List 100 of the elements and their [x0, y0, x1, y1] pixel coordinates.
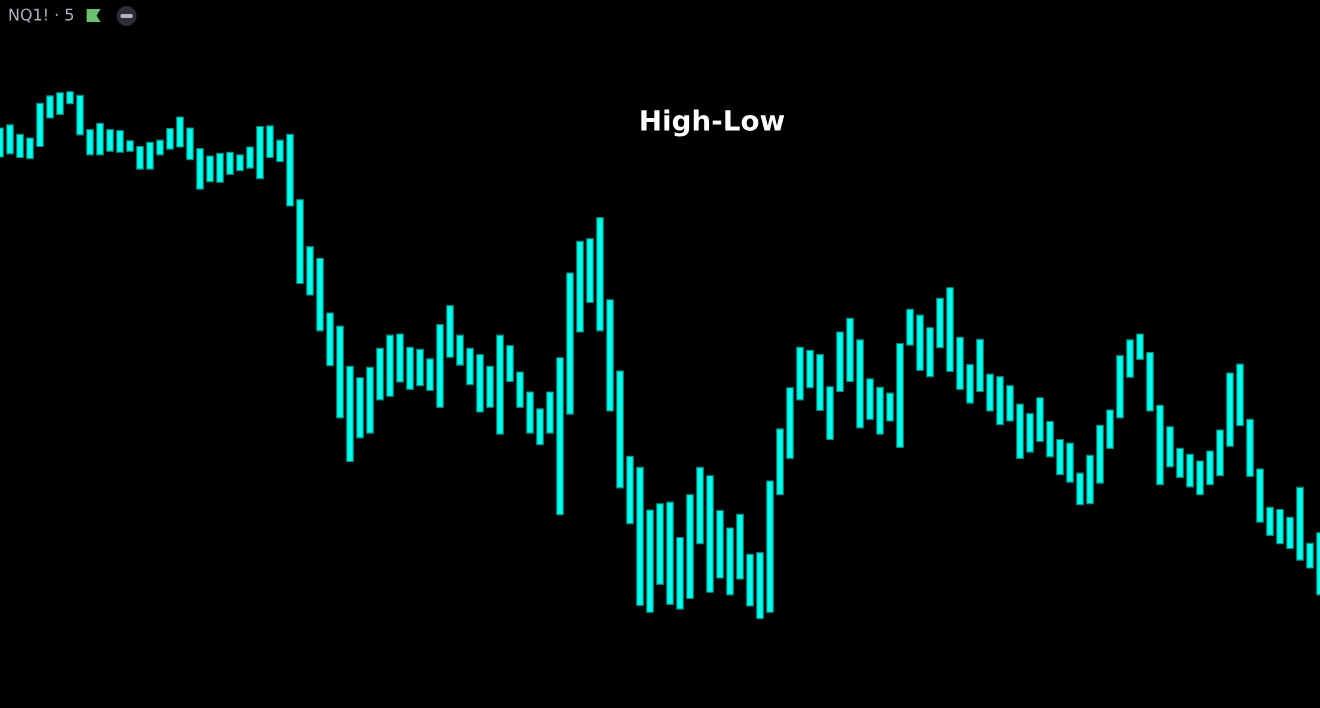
candlestick	[216, 152, 224, 183]
candlestick	[626, 455, 634, 525]
candlestick	[666, 501, 674, 605]
candlestick	[726, 527, 734, 596]
candlestick	[976, 338, 984, 393]
candlestick	[526, 391, 534, 434]
candlestick	[836, 331, 844, 393]
candlestick	[736, 513, 744, 580]
candlestick	[486, 365, 494, 408]
candlestick	[886, 392, 894, 422]
candlestick	[916, 314, 924, 371]
candlestick	[386, 334, 394, 397]
candlestick	[266, 125, 274, 159]
candlestick	[516, 371, 524, 408]
candlestick	[366, 366, 374, 434]
candlestick	[856, 339, 864, 429]
candlestick	[446, 305, 454, 358]
candlestick	[286, 133, 294, 207]
candlestick	[586, 238, 594, 303]
candlestick	[1096, 424, 1104, 484]
candlestick	[376, 347, 384, 401]
candlestick	[236, 154, 244, 172]
candlestick	[156, 139, 164, 156]
candlestick	[786, 387, 794, 459]
candlestick	[986, 373, 994, 412]
candlestick	[546, 391, 554, 434]
candlestick	[56, 92, 64, 115]
candlestick	[936, 297, 944, 349]
candlestick	[36, 102, 44, 148]
candlestick	[106, 129, 114, 152]
candlestick	[1156, 404, 1164, 486]
candlestick	[646, 509, 654, 613]
candlestick	[616, 370, 624, 489]
candlestick	[686, 494, 694, 600]
candlestick	[596, 217, 604, 332]
candlestick	[346, 365, 354, 463]
candlestick	[306, 246, 314, 296]
candlestick	[566, 272, 574, 415]
candlestick	[196, 148, 204, 190]
candlestick	[956, 336, 964, 390]
candlestick	[906, 308, 914, 346]
candlestick	[1186, 453, 1194, 488]
candlestick	[466, 347, 474, 386]
candlestick	[126, 140, 134, 152]
candlestick	[606, 299, 614, 412]
candlestick	[776, 428, 784, 496]
candlestick	[1106, 409, 1114, 449]
candlestick	[1286, 516, 1294, 550]
candlestick	[1306, 542, 1314, 569]
candlestick	[396, 333, 404, 383]
candlestick	[806, 349, 814, 389]
candlestick	[656, 503, 664, 585]
candlestick	[506, 345, 514, 383]
candlestick	[1086, 454, 1094, 505]
candlestick	[1056, 438, 1064, 476]
candlestick	[76, 94, 84, 136]
candlestick	[926, 327, 934, 378]
candlestick	[576, 240, 584, 333]
candlestick	[1066, 442, 1074, 483]
candlestick	[66, 91, 74, 105]
candlestick	[996, 376, 1004, 426]
candlestick	[86, 129, 94, 156]
candlestick	[876, 386, 884, 435]
candlestick	[796, 346, 804, 401]
candlestick	[1136, 333, 1144, 360]
chart-subtitle: NQ1! · 5	[9, 8, 74, 23]
candlestick	[226, 151, 234, 175]
candlestick	[1016, 403, 1024, 459]
candlestick	[966, 364, 974, 404]
candlestick	[6, 124, 14, 155]
candlestick	[866, 378, 874, 420]
candlestick	[896, 342, 904, 448]
candlestick	[1036, 397, 1044, 443]
candlestick	[166, 128, 174, 150]
candlestick	[276, 139, 284, 163]
candlestick	[1076, 472, 1084, 506]
candlestick	[746, 553, 754, 607]
candlestick	[1296, 486, 1304, 561]
candlestick	[826, 386, 834, 440]
candlestick	[1276, 508, 1284, 545]
candlestick	[1246, 418, 1254, 477]
candlestick	[296, 199, 304, 285]
candlestick	[1196, 460, 1204, 496]
text: High-Low	[641, 109, 785, 137]
candlestick	[26, 137, 34, 160]
candlestick	[46, 95, 54, 119]
candlestick	[1146, 351, 1154, 412]
candlestick	[1046, 420, 1054, 458]
candlestick	[1216, 429, 1224, 477]
candlestick	[636, 466, 644, 606]
candlestick	[1266, 506, 1274, 536]
candlestick	[706, 475, 714, 593]
candlestick	[436, 324, 444, 408]
candlestick	[456, 334, 464, 366]
candlestick	[476, 354, 484, 413]
candlestick	[696, 466, 704, 545]
candlestick	[1116, 355, 1124, 419]
candlestick	[946, 287, 954, 373]
candlestick	[1026, 413, 1034, 453]
candlestick	[676, 536, 684, 610]
